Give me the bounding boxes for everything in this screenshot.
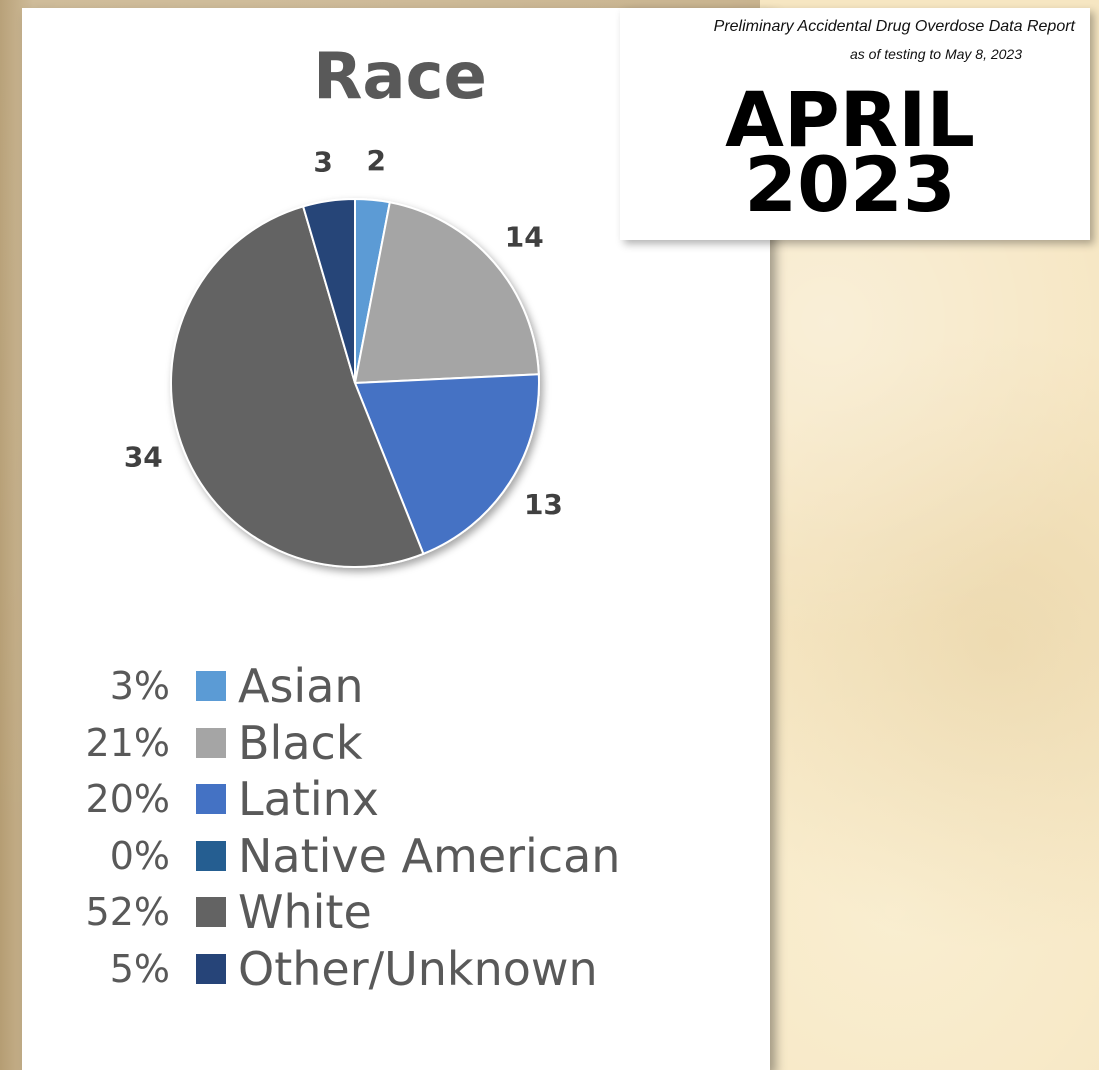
pie-slice-other-unknown <box>301 197 356 384</box>
chart-title: Race <box>313 40 487 114</box>
legend-label: Asian <box>238 659 364 714</box>
legend-label: Black <box>238 715 363 770</box>
legend-swatch <box>196 840 226 871</box>
data-label-black: 14 <box>505 220 544 253</box>
report-subtitle: as of testing to May 8, 2023 <box>850 46 1022 62</box>
pie-chart: 2 14 13 34 3 <box>124 144 563 568</box>
legend-item: 20% Latinx <box>70 771 620 828</box>
legend-label: White <box>238 885 372 940</box>
legend-item: 52% White <box>70 884 620 941</box>
legend-item: 3% Asian <box>70 658 620 715</box>
legend-swatch <box>196 953 226 984</box>
legend-percent: 52% <box>85 890 170 935</box>
legend-swatch <box>196 671 226 702</box>
report-year: 2023 <box>744 139 956 229</box>
legend-label: Native American <box>238 828 621 883</box>
legend-percent: 20% <box>85 777 170 822</box>
legend-swatch <box>196 784 226 815</box>
legend-percent: 21% <box>85 720 170 765</box>
legend-percent: 3% <box>109 664 170 709</box>
legend-item: 0% Native American <box>70 828 621 885</box>
report-period: APRIL 2023 <box>720 75 980 229</box>
legend-item: 5% Other/Unknown <box>70 941 620 998</box>
pie-slice-white <box>170 205 425 568</box>
pie-slice-black <box>353 201 540 385</box>
report-header-box <box>620 8 1090 240</box>
report-month: APRIL <box>725 75 975 164</box>
legend-swatch <box>196 897 226 928</box>
data-label-asian: 2 <box>367 144 386 177</box>
pie-slice-latinx <box>353 373 540 556</box>
report-title: Preliminary Accidental Drug Overdose Dat… <box>713 18 1075 35</box>
legend-label: Latinx <box>238 772 380 827</box>
legend-percent: 0% <box>109 833 170 878</box>
chart-legend: 3% Asian 21% Black 20% Latinx 0% Native America… <box>70 658 621 998</box>
data-label-other-unknown: 3 <box>313 145 332 178</box>
legend-item: 21% Black <box>70 715 620 772</box>
data-label-white: 34 <box>124 440 163 473</box>
data-label-latinx: 13 <box>524 488 563 521</box>
legend-label: Other/Unknown <box>238 941 598 996</box>
legend-percent: 5% <box>109 946 170 991</box>
legend-swatch <box>196 727 226 758</box>
